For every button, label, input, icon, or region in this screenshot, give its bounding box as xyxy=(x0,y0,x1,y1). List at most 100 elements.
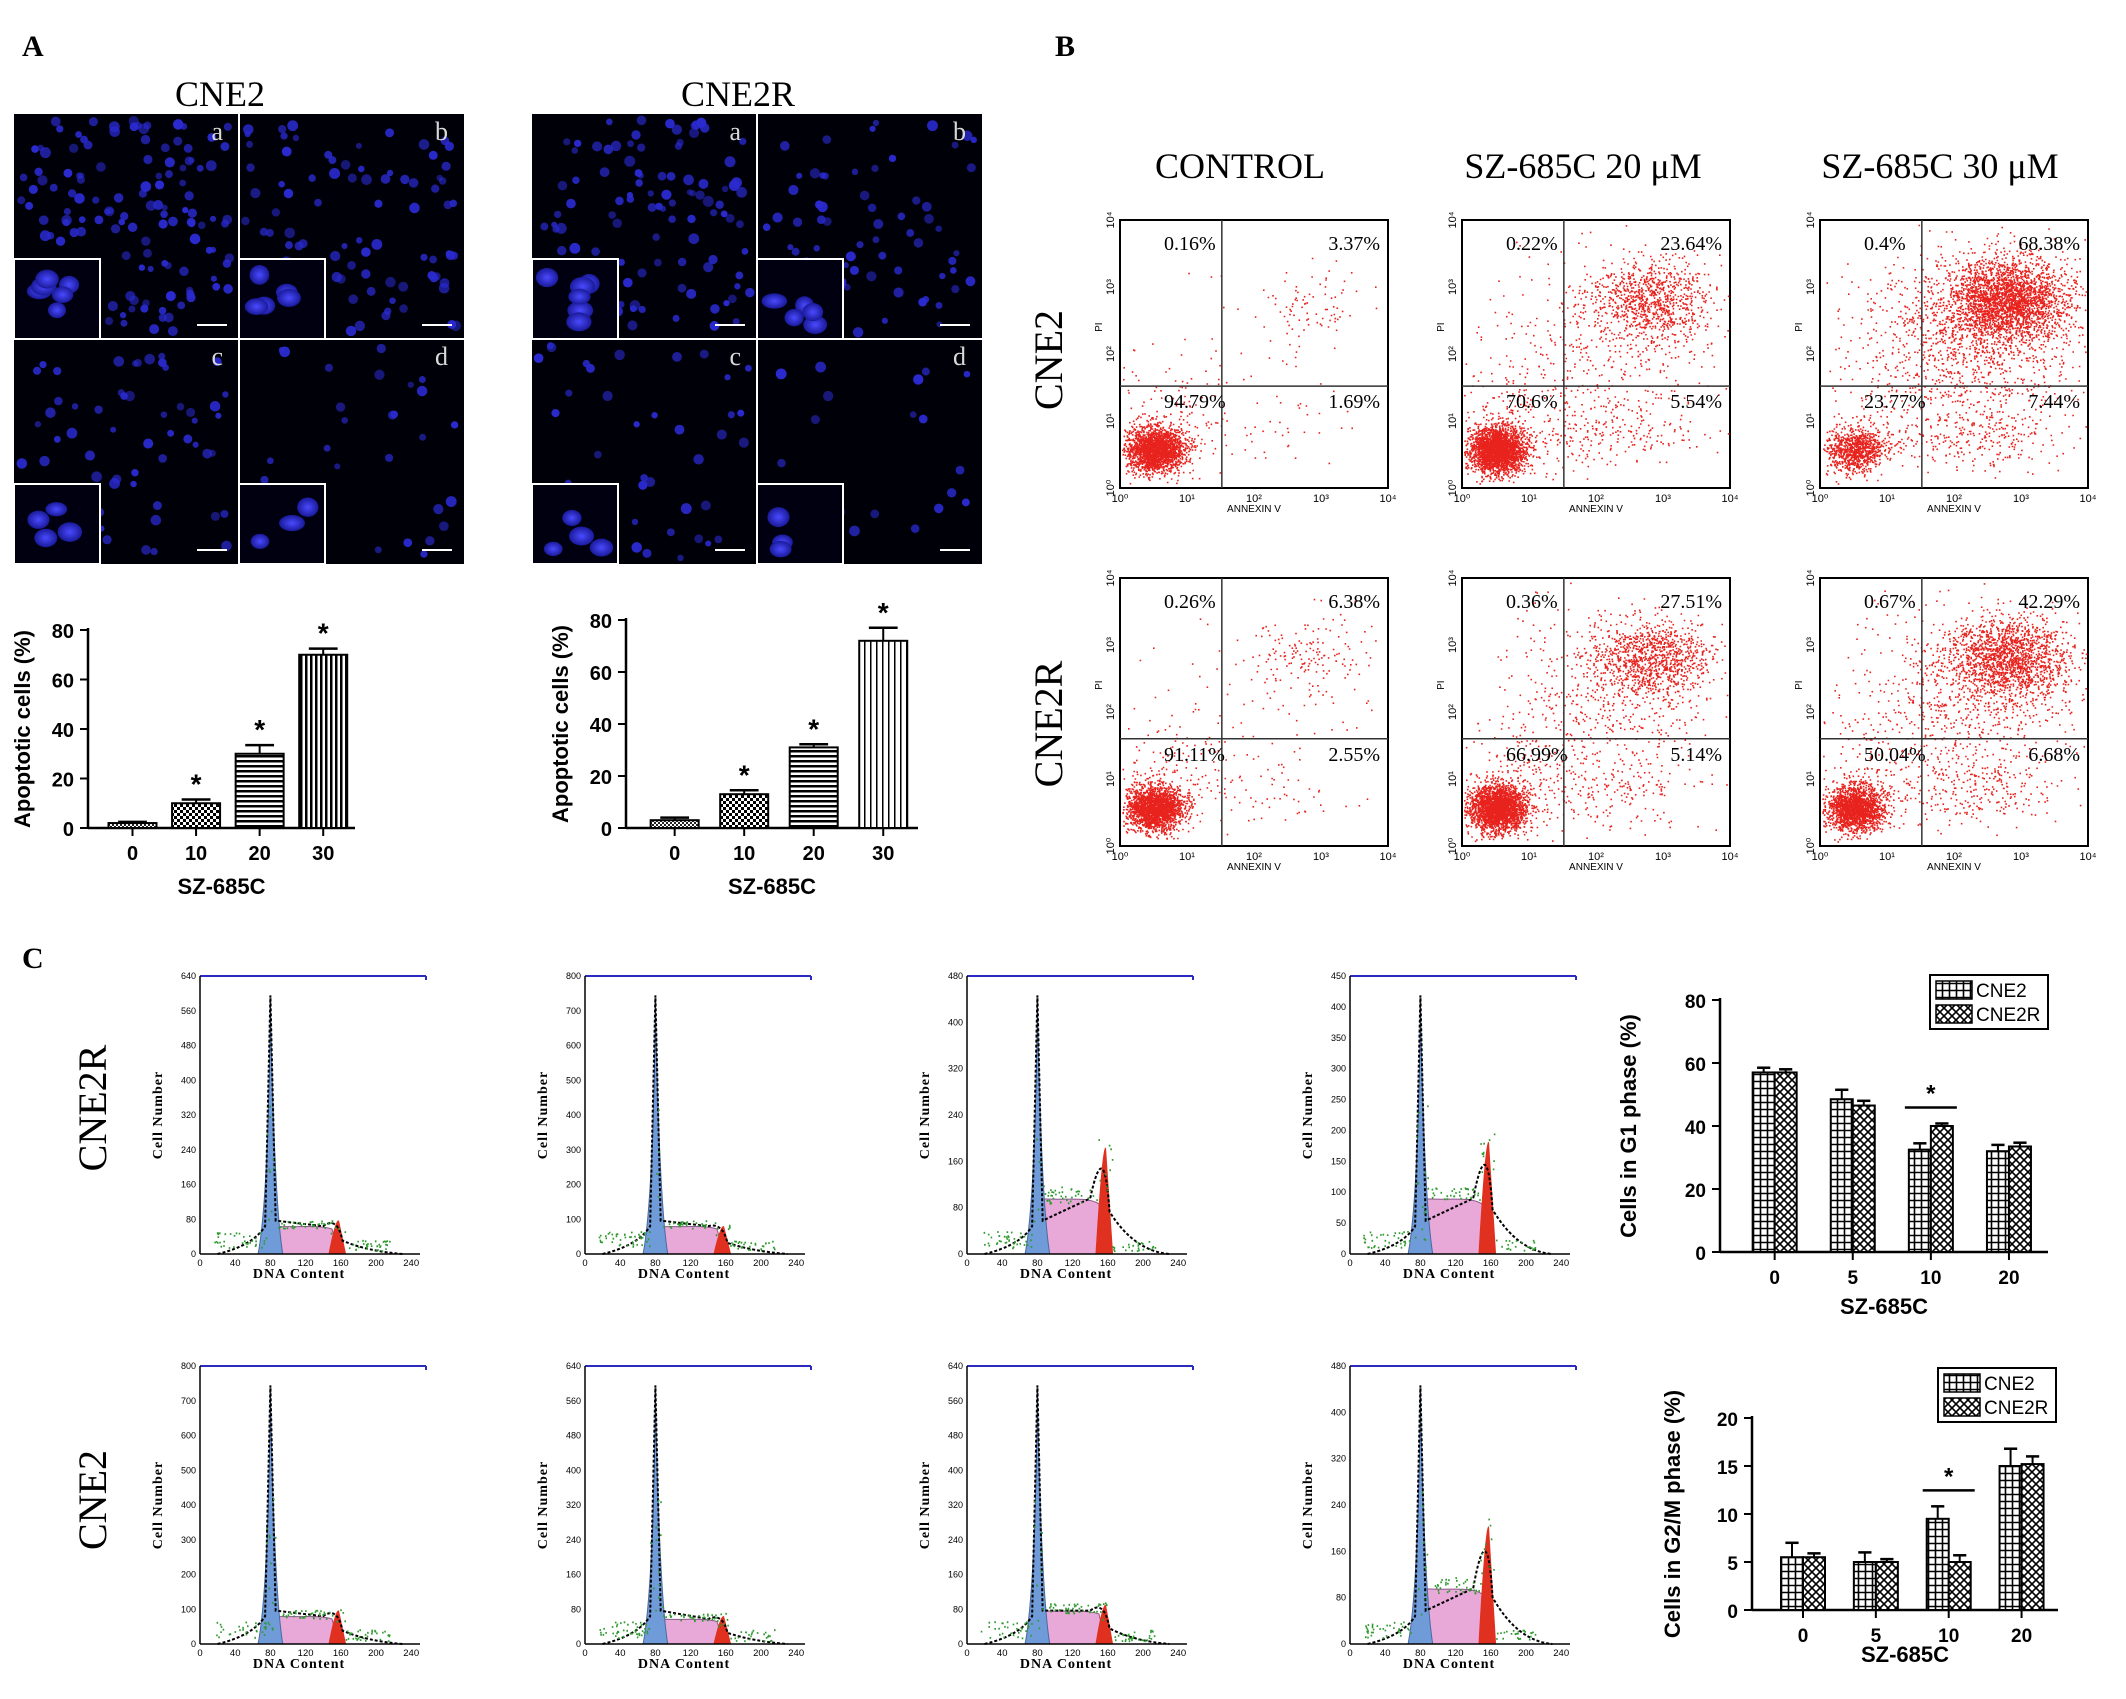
y-tick-label: 100 xyxy=(181,1604,196,1614)
nucleus xyxy=(183,434,193,444)
y-axis-label: Cell Number xyxy=(918,1461,933,1549)
x-tick-label: 5 xyxy=(1871,1626,1882,1647)
x-tick-label: 120 xyxy=(298,1648,314,1659)
x-tick-label: 0 xyxy=(964,1648,969,1659)
nucleus xyxy=(810,415,820,425)
nucleus xyxy=(165,291,176,301)
nucleus xyxy=(84,450,96,461)
y-axis-label: Cell Number xyxy=(536,1461,551,1549)
nucleus xyxy=(209,400,221,412)
nucleus xyxy=(209,215,217,222)
y-tick-label: 80 xyxy=(953,1604,963,1614)
nucleus xyxy=(720,210,728,218)
nucleus xyxy=(645,477,656,487)
nucleus xyxy=(221,540,232,552)
x-tick-label: 10³ xyxy=(2013,493,2029,505)
nucleus xyxy=(398,281,409,292)
x-tick-label: 10³ xyxy=(1313,851,1329,863)
nucleus xyxy=(792,217,803,227)
nucleus xyxy=(361,269,371,279)
quadrant-lower-left: 70.6% xyxy=(1506,391,1558,413)
nucleus xyxy=(141,545,151,555)
inset-nucleus xyxy=(279,515,305,532)
nucleus xyxy=(361,247,371,257)
nucleus xyxy=(380,174,391,184)
quadrant-lower-right: 7.44% xyxy=(2028,391,2080,413)
bar xyxy=(858,639,909,829)
x-tick-label: 160 xyxy=(1483,1648,1499,1659)
nucleus xyxy=(243,124,254,135)
nucleus xyxy=(705,540,712,547)
nucleus xyxy=(953,250,960,257)
y-tick-label: 160 xyxy=(181,1180,196,1190)
y-tick-label: 800 xyxy=(566,971,581,981)
nucleus xyxy=(599,167,610,178)
y-tick-label: 40 xyxy=(52,720,74,742)
nucleus xyxy=(205,246,213,254)
bar xyxy=(1829,1098,1854,1253)
nucleus xyxy=(271,208,281,217)
cell-cycle-phase-bar-charts: 0 20 40 60 80 0 5 10 20 * SZ-685C Cells in G1 phase… xyxy=(1616,974,2058,1667)
nucleus xyxy=(725,213,735,223)
nucleus xyxy=(88,117,98,127)
x-tick-label: 10² xyxy=(1946,851,1962,863)
nucleus xyxy=(164,261,172,270)
nucleus xyxy=(809,168,821,179)
x-tick-label: 20 xyxy=(249,843,271,865)
nucleus xyxy=(34,421,42,428)
nucleus xyxy=(108,121,120,133)
x-tick-label: 240 xyxy=(403,1258,419,1269)
inset-nucleus xyxy=(566,312,592,332)
inset-nucleus xyxy=(769,540,792,558)
micrograph-title-cne2: CNE2 xyxy=(175,74,265,114)
nucleus xyxy=(610,140,622,152)
apoptosis-chart-cne2r: 0 20 40 60 80 0 10 * 20 * 30 * SZ-685C Apoptotic cell… xyxy=(548,597,918,899)
y-tick-label: 300 xyxy=(181,1535,196,1545)
x-tick-label: 10⁰ xyxy=(1112,493,1129,505)
x-tick-label: 10¹ xyxy=(1521,493,1537,505)
nucleus xyxy=(223,284,233,294)
legend: CNE2 CNE2R xyxy=(1937,1367,2057,1423)
nucleus xyxy=(127,222,138,233)
x-tick-label: 40 xyxy=(997,1258,1008,1269)
y-tick-label: 350 xyxy=(1331,1033,1346,1043)
panel-label-b: B xyxy=(1055,30,1075,63)
nucleus xyxy=(708,254,718,265)
inset-nucleus xyxy=(761,293,788,309)
nucleus xyxy=(815,200,824,209)
nucleus xyxy=(285,241,293,250)
quadrant-label-d: d xyxy=(435,342,448,371)
inset-nucleus xyxy=(34,528,58,548)
nucleus xyxy=(355,142,362,149)
y-tick-label: 10³ xyxy=(1447,279,1459,295)
nucleus xyxy=(661,189,672,200)
inset-nucleus xyxy=(589,538,614,557)
nucleus xyxy=(39,455,50,467)
nucleus xyxy=(223,122,232,131)
x-tick-label: 10³ xyxy=(1655,851,1671,863)
x-tick-label: 10² xyxy=(1246,493,1262,505)
nucleus xyxy=(612,218,622,229)
y-tick-label: 40 xyxy=(590,715,612,737)
nucleus xyxy=(385,276,396,288)
nucleus xyxy=(815,361,827,373)
flow-column-title-control: CONTROL xyxy=(1155,146,1325,186)
cell-cycle-row-title-cne2: CNE2 xyxy=(70,1450,115,1550)
nucleus xyxy=(69,227,79,238)
nucleus xyxy=(946,488,957,498)
raw-data-points xyxy=(214,1105,391,1253)
nucleus xyxy=(336,274,346,284)
nucleus xyxy=(966,163,976,173)
nucleus xyxy=(869,125,876,132)
y-tick-label: 160 xyxy=(566,1570,581,1580)
inset-nucleus xyxy=(57,522,83,542)
y-tick-label: 560 xyxy=(948,1396,963,1406)
nucleus xyxy=(845,251,856,262)
nucleus xyxy=(433,504,444,515)
nucleus xyxy=(161,204,168,211)
nucleus xyxy=(651,411,658,419)
nucleus xyxy=(633,421,640,428)
